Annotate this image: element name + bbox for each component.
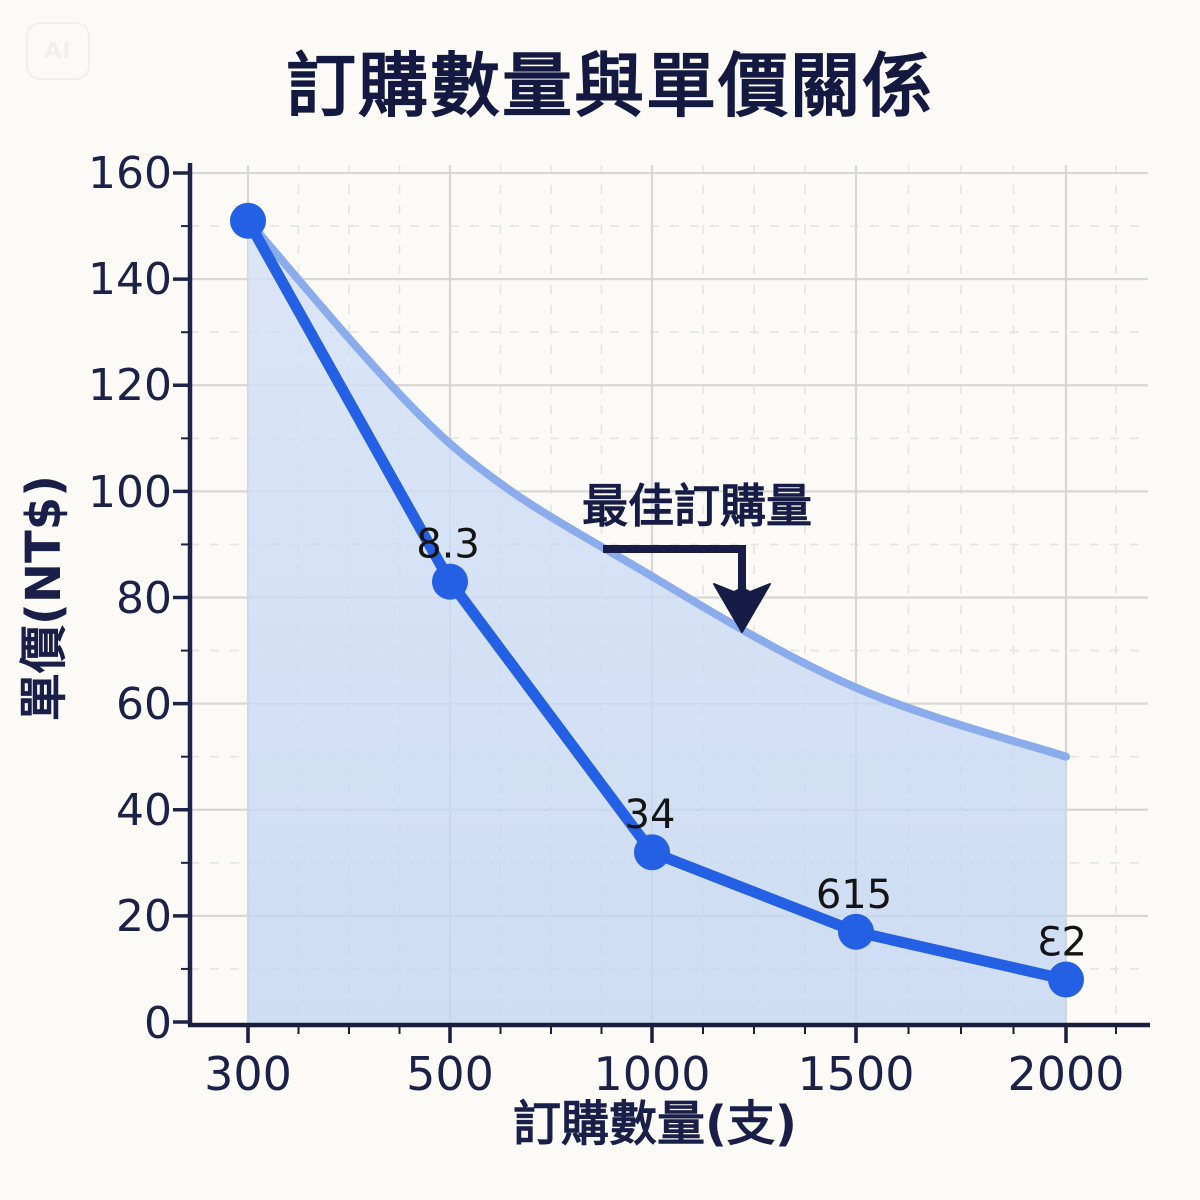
data-point-markers [230, 202, 1084, 998]
y-tick-60: 60 [116, 679, 172, 730]
y-tick-20: 20 [116, 891, 172, 942]
y-tick-0: 0 [144, 998, 172, 1049]
y-tick-100: 100 [88, 467, 172, 518]
x-tick-1500: 1500 [797, 1047, 914, 1101]
x-tick-500: 500 [406, 1047, 494, 1101]
data-point-marker [838, 913, 874, 950]
annotation-optimal-order-qty: 最佳訂購量 [582, 479, 812, 533]
trend-band-area [248, 220, 1066, 1023]
x-axis-title: 訂購數量(支) [513, 1096, 797, 1152]
data-point-marker [1048, 961, 1084, 998]
y-tick-80: 80 [116, 573, 172, 624]
y-tick-160: 160 [88, 148, 172, 199]
y-axis-title: 單價(NT$) [16, 475, 72, 721]
y-tick-40: 40 [116, 785, 172, 836]
trend-band-curve [244, 216, 1070, 761]
y-tick-120: 120 [88, 360, 172, 411]
annotation-arrow-icon [603, 545, 771, 633]
data-point-marker [432, 563, 468, 600]
point-label-1000: 34 [625, 792, 676, 838]
x-tick-1000: 1000 [593, 1047, 710, 1101]
data-point-marker [230, 202, 266, 239]
point-label-500: 8.3 [416, 522, 480, 568]
x-tick-300: 300 [204, 1047, 292, 1101]
data-point-marker [634, 834, 670, 871]
point-label-2000: Ɛ2 [1037, 920, 1087, 966]
ai-watermark-label: AI [44, 38, 72, 64]
axis-tick-marks [173, 171, 1117, 1043]
ai-watermark-badge: AI [26, 22, 90, 80]
chart-title: 訂購數量與單價關係 [286, 45, 934, 127]
x-tick-2000: 2000 [1007, 1047, 1124, 1101]
point-label-1500: 615 [816, 872, 892, 918]
y-tick-140: 140 [88, 254, 172, 305]
